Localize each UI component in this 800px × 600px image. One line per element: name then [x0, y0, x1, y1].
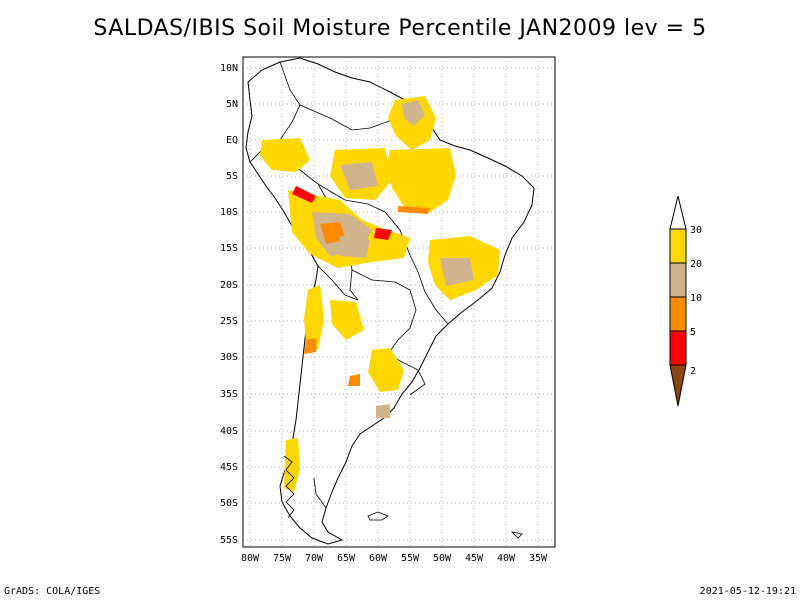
lon-label: 65W: [337, 553, 356, 564]
lon-label: 60W: [369, 553, 388, 564]
legend-5-10: [669, 296, 687, 332]
map-frame: [242, 56, 556, 548]
lat-label: 5N: [226, 99, 238, 110]
lat-label: 20S: [220, 280, 238, 291]
moisture-patches: [260, 96, 500, 492]
lat-label: 50S: [220, 498, 238, 509]
patch-10-20: [340, 236, 370, 258]
lat-label: 15S: [220, 243, 238, 254]
lon-label: 70W: [305, 553, 324, 564]
lat-label: 45S: [220, 462, 238, 473]
patch-5-10: [398, 206, 430, 214]
legend-top-triangle: [669, 195, 687, 230]
patch-2-5: [292, 186, 316, 203]
lat-label: 35S: [220, 389, 238, 400]
lat-label: 40S: [220, 426, 238, 437]
footer-timestamp: 2021-05-12-19:21: [699, 586, 796, 597]
legend-label-2: 2: [690, 366, 696, 377]
lat-label: 25S: [220, 316, 238, 327]
lat-label: 10S: [220, 207, 238, 218]
patch-10-20: [376, 404, 390, 418]
lat-label: 30S: [220, 352, 238, 363]
patch-20-30: [284, 438, 300, 492]
lon-tick-labels: 80W 75W 70W 65W 60W 55W 50W 45W 40W 35W: [241, 553, 548, 564]
lat-label: 55S: [220, 535, 238, 546]
legend-bottom-triangle: [669, 364, 687, 407]
continent-outline: [245, 57, 535, 545]
lon-label: 75W: [273, 553, 292, 564]
lat-label: 10N: [220, 63, 238, 74]
legend-2-5: [669, 330, 687, 366]
lon-label: 35W: [529, 553, 548, 564]
patch-5-10: [348, 374, 360, 386]
patch-5-10: [304, 338, 316, 354]
footer-credit: GrADS: COLA/IGES: [4, 586, 101, 597]
legend-label-5: 5: [690, 327, 696, 338]
legend: 30 20 10 5 2: [669, 195, 702, 407]
lat-label: 5S: [226, 171, 238, 182]
legend-label-30: 30: [690, 225, 702, 236]
legend-10-20: [669, 262, 687, 298]
patch-5-10: [320, 222, 346, 244]
patch-20-30: [260, 138, 310, 172]
patch-10-20: [402, 100, 425, 126]
patch-10-20: [340, 162, 378, 190]
legend-label-20: 20: [690, 259, 702, 270]
patch-20-30: [330, 300, 364, 340]
lon-label: 55W: [401, 553, 420, 564]
lon-label: 40W: [497, 553, 516, 564]
lat-tick-labels: 10N 5N EQ 5S 10S 15S 20S 25S 30S 35S 40S…: [220, 63, 238, 546]
lon-label: 45W: [465, 553, 484, 564]
patch-10-20: [440, 258, 474, 286]
lon-label: 50W: [433, 553, 452, 564]
patch-2-5: [374, 228, 392, 240]
map-title: SALDAS/IBIS Soil Moisture Percentile JAN…: [93, 16, 707, 41]
lon-label: 80W: [241, 553, 260, 564]
patch-20-30: [368, 348, 404, 392]
patch-20-30: [386, 148, 456, 212]
legend-label-10: 10: [690, 293, 702, 304]
patch-20-30: [304, 285, 324, 350]
legend-20-30: [669, 228, 687, 264]
islands: [283, 455, 523, 539]
lat-label: EQ: [226, 135, 238, 146]
